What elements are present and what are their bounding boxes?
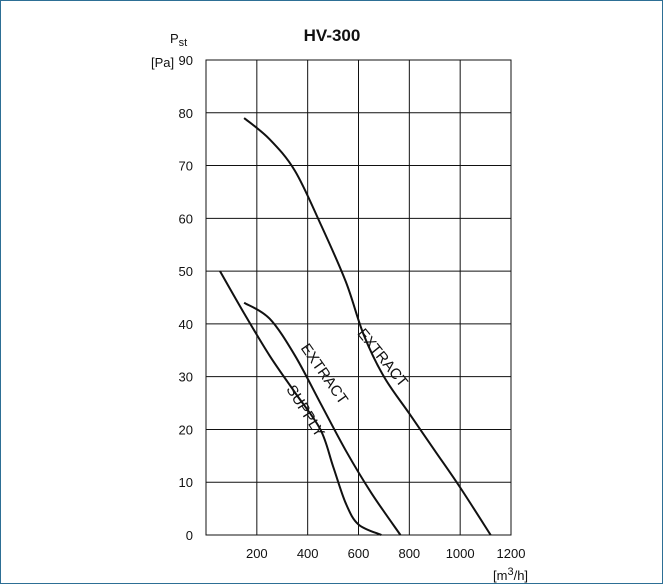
grid xyxy=(205,59,512,536)
y-axis-symbol-letter: P xyxy=(170,31,179,46)
x-axis-unit-prefix: [m xyxy=(493,568,507,583)
x-tick-label: 200 xyxy=(246,546,268,561)
y-tick-label: 80 xyxy=(179,106,193,121)
x-axis-unit: [m3/h] xyxy=(493,566,528,583)
x-tick-label: 1200 xyxy=(497,546,526,561)
y-tick-label: 30 xyxy=(179,370,193,385)
y-tick-label: 40 xyxy=(179,317,193,332)
y-tick-label: 60 xyxy=(179,211,193,226)
curve-label-3: SUPPLY xyxy=(283,382,328,440)
x-axis-unit-superscript: 3 xyxy=(507,566,513,578)
y-tick-label: 0 xyxy=(186,528,193,543)
x-axis-ticks: 200 400 600 800 1000 1200 xyxy=(246,546,525,561)
chart-title: HV-300 xyxy=(304,26,361,45)
y-tick-label: 10 xyxy=(179,475,193,490)
series-group xyxy=(219,117,492,536)
series-line-1 xyxy=(243,117,492,536)
y-axis-unit: [Pa] xyxy=(151,55,174,70)
x-tick-label: 600 xyxy=(348,546,370,561)
y-tick-label: 20 xyxy=(179,422,193,437)
y-axis-symbol: Pst xyxy=(170,31,187,49)
curve-label-1: EXTRACT xyxy=(354,325,411,390)
x-axis-unit-suffix: /h] xyxy=(514,568,528,583)
x-tick-label: 800 xyxy=(398,546,420,561)
x-tick-label: 400 xyxy=(297,546,319,561)
series-line-2 xyxy=(243,301,402,536)
y-tick-label: 50 xyxy=(179,264,193,279)
y-axis-ticks: 0 10 20 30 40 50 60 70 80 90 xyxy=(179,53,193,543)
x-tick-label: 1000 xyxy=(446,546,475,561)
y-axis-symbol-subscript: st xyxy=(179,37,188,49)
series-line-3 xyxy=(219,270,382,536)
y-tick-label: 90 xyxy=(179,53,193,68)
y-tick-label: 70 xyxy=(179,159,193,174)
